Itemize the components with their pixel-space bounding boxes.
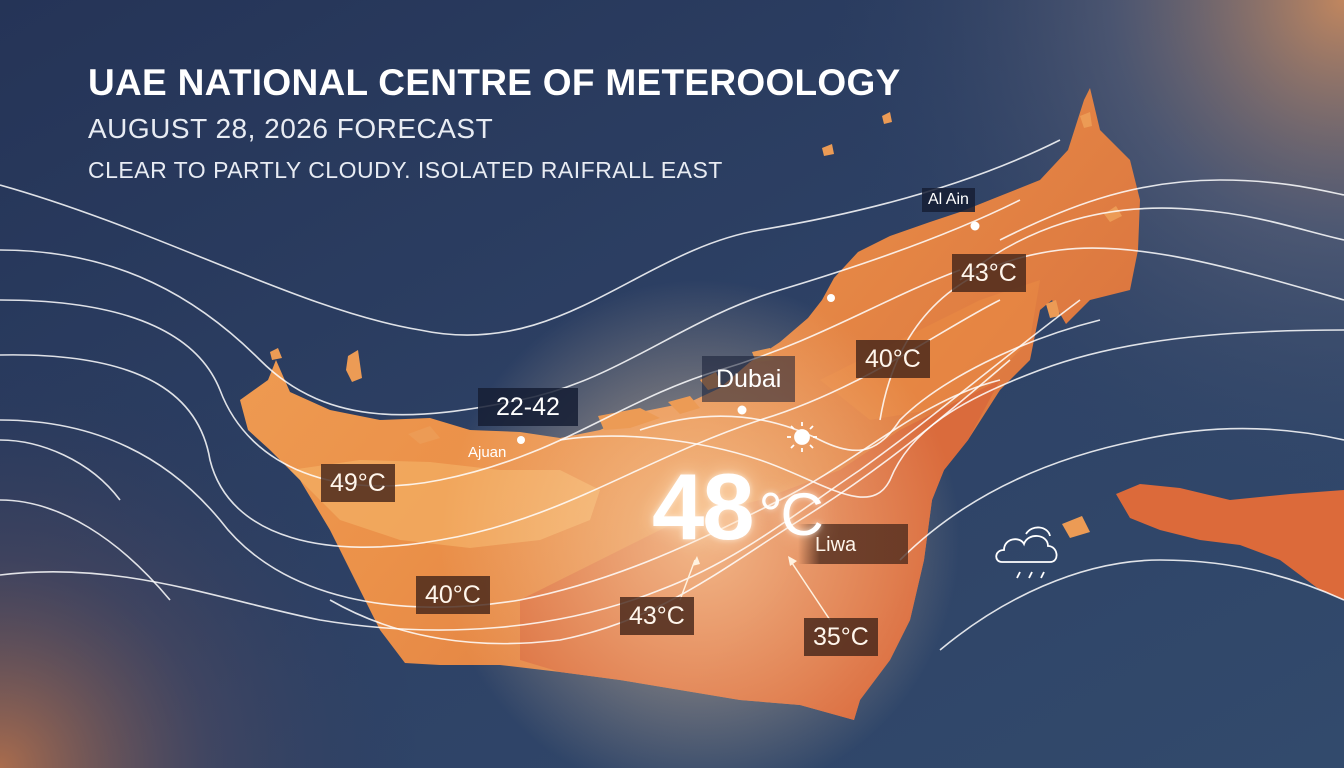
temp-al-ain: 43°C xyxy=(952,254,1026,292)
neighbour-coast xyxy=(1116,484,1344,600)
forecast-conditions: CLEAR TO PARTLY CLOUDY. ISOLATED RAIFRAL… xyxy=(88,157,723,183)
city-label-liwa: Liwa xyxy=(815,534,857,556)
temp-west: 49°C xyxy=(321,464,395,502)
al-ain-dot xyxy=(970,221,980,231)
pointer-lines xyxy=(679,559,831,621)
northern-dot xyxy=(827,294,835,302)
liwa-temperature: 48 °C xyxy=(652,452,824,562)
liwa-temperature-value: 48 xyxy=(652,454,755,559)
temp-east: 40°C xyxy=(856,340,930,378)
page-title: UAE NATIONAL CENTRE OF METEROOLOGY xyxy=(88,62,901,103)
liwa-label-bar xyxy=(798,524,908,564)
ajman-dot xyxy=(517,436,525,444)
temp-range-label: 22-42 xyxy=(478,388,578,426)
city-label-ajman: Ajuan xyxy=(468,444,507,461)
temp-south: 43°C xyxy=(620,597,694,635)
temp-southwest: 40°C xyxy=(416,576,490,614)
dubai-dot xyxy=(737,405,747,415)
sun-icon xyxy=(787,422,817,452)
temp-southeast: 35°C xyxy=(804,618,878,656)
city-label-al-ain: Al Ain xyxy=(922,188,975,212)
forecast-date: AUGUST 28, 2026 FORECAST xyxy=(88,113,494,144)
liwa-temperature-unit: °C xyxy=(758,481,824,548)
rain-cloud-icon xyxy=(995,526,1058,579)
city-label-dubai: Dubai xyxy=(702,356,796,402)
